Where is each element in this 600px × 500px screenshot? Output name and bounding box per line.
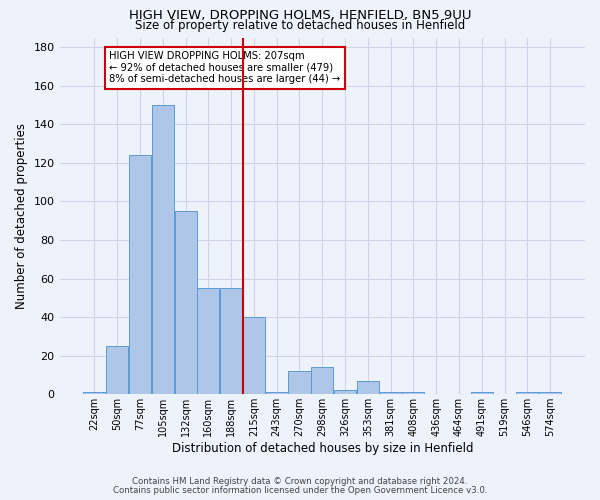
Bar [357, 381, 379, 394]
Bar [266, 392, 288, 394]
Text: Contains public sector information licensed under the Open Government Licence v3: Contains public sector information licen… [113, 486, 487, 495]
Y-axis label: Number of detached properties: Number of detached properties [15, 123, 28, 309]
Bar [83, 392, 106, 394]
Bar [197, 288, 220, 395]
Bar [403, 392, 424, 394]
Bar [152, 105, 174, 395]
Bar [470, 392, 493, 394]
Bar [516, 392, 538, 394]
Bar [129, 155, 151, 394]
Text: Size of property relative to detached houses in Henfield: Size of property relative to detached ho… [135, 19, 465, 32]
Bar [539, 392, 561, 394]
Bar [106, 346, 128, 395]
Bar [380, 392, 401, 394]
Text: Contains HM Land Registry data © Crown copyright and database right 2024.: Contains HM Land Registry data © Crown c… [132, 477, 468, 486]
Text: HIGH VIEW DROPPING HOLMS: 207sqm
← 92% of detached houses are smaller (479)
8% o: HIGH VIEW DROPPING HOLMS: 207sqm ← 92% o… [109, 51, 341, 84]
X-axis label: Distribution of detached houses by size in Henfield: Distribution of detached houses by size … [172, 442, 473, 455]
Bar [289, 371, 311, 394]
Bar [311, 368, 334, 394]
Text: HIGH VIEW, DROPPING HOLMS, HENFIELD, BN5 9UU: HIGH VIEW, DROPPING HOLMS, HENFIELD, BN5… [129, 9, 471, 22]
Bar [220, 288, 242, 395]
Bar [243, 317, 265, 394]
Bar [175, 211, 197, 394]
Bar [334, 390, 356, 394]
